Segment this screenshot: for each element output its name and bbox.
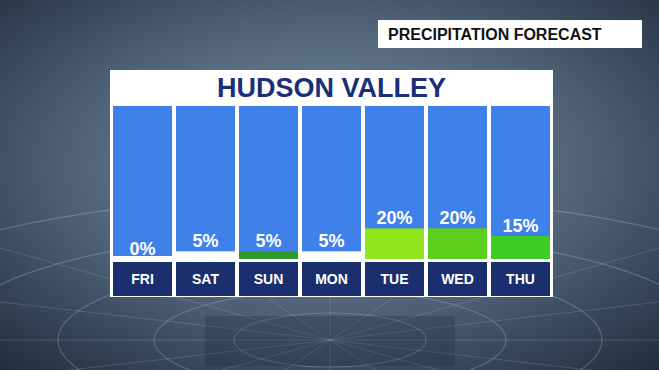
subtitle: PRECIPITATION FORECAST [388, 26, 602, 43]
data-label: 20% [439, 208, 475, 228]
data-label: 0% [129, 239, 155, 259]
bar [428, 228, 487, 259]
label-cell [176, 262, 235, 296]
day-column [428, 106, 487, 259]
background [0, 0, 659, 370]
subtitle-box [378, 20, 642, 48]
day-column [365, 106, 424, 259]
category-label: WED [441, 271, 474, 287]
day-column [302, 106, 361, 259]
bar [302, 251, 361, 259]
category-label: SAT [192, 271, 219, 287]
radar-ring [58, 264, 602, 370]
label-cell [365, 262, 424, 296]
bars [176, 228, 550, 259]
label-cell [428, 262, 487, 296]
label-cell [239, 262, 298, 296]
day-column [176, 106, 235, 259]
bar [176, 251, 235, 259]
category-label: THU [506, 271, 535, 287]
day-column [239, 106, 298, 259]
label-cell [302, 262, 361, 296]
label-cell [491, 262, 550, 296]
chart-root: PRECIPITATION FORECAST HUDSON VALLEY 0% FRI… [0, 0, 659, 370]
data-label: 5% [192, 231, 218, 251]
day-column [491, 106, 550, 259]
data-label: 5% [255, 231, 281, 251]
data-label: 15% [502, 216, 538, 236]
category-label: SUN [254, 271, 284, 287]
bar [491, 236, 550, 259]
category-label: MON [315, 271, 348, 287]
bar [239, 251, 298, 259]
day-column [113, 106, 172, 259]
title: HUDSON VALLEY [217, 73, 446, 103]
bar [365, 228, 424, 259]
panel-frame [110, 104, 553, 297]
data-label: 20% [376, 208, 412, 228]
radar-hub [205, 316, 455, 366]
title-box [110, 70, 553, 104]
label-cell [113, 262, 172, 296]
category-label: FRI [131, 271, 154, 287]
category-label: TUE [381, 271, 409, 287]
data-label: 5% [318, 231, 344, 251]
